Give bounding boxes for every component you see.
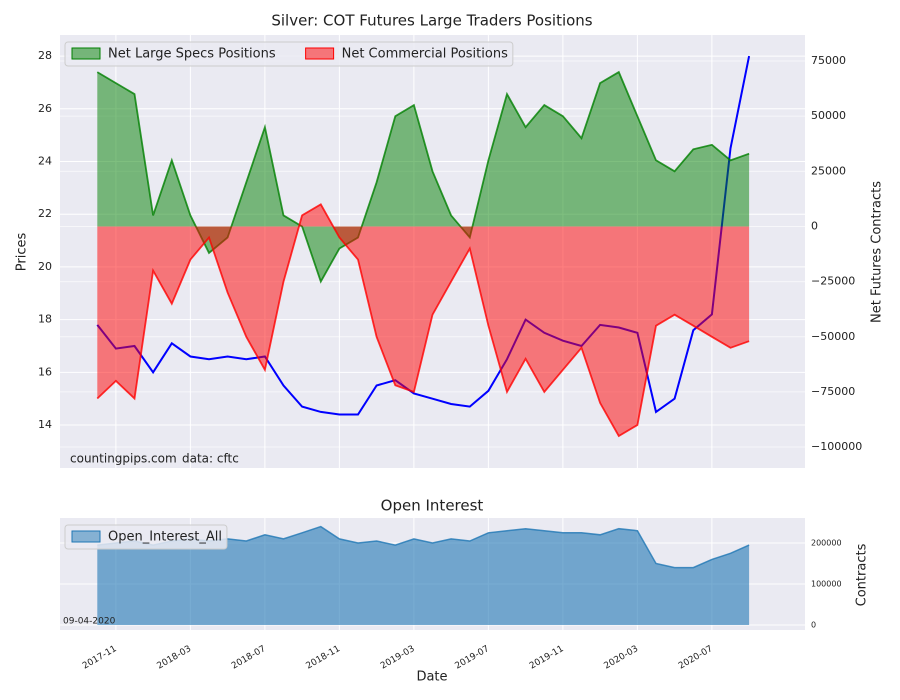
legend-label: Net Commercial Positions [342, 47, 508, 62]
y-tick-label: 26 [38, 102, 52, 115]
x-tick-label: 2019-03 [379, 644, 417, 671]
y2-tick-label: −25000 [811, 275, 855, 288]
y-tick-label: 200000 [811, 539, 842, 548]
annotation: data: cftc [182, 452, 239, 466]
x-tick-label: 2020-07 [677, 644, 715, 671]
y-tick-label: 28 [38, 49, 52, 62]
legend-box [64, 41, 514, 67]
y2-tick-label: 50000 [811, 109, 846, 122]
y-axis-label: Contracts [855, 543, 870, 606]
x-tick-label: 2020-03 [603, 644, 641, 671]
legend-swatch [71, 530, 101, 543]
y-tick-label: 22 [38, 207, 52, 220]
legend-swatch [305, 47, 335, 60]
y2-tick-label: 25000 [811, 164, 846, 177]
area-edge [96, 70, 750, 284]
y2-tick-label: −100000 [811, 440, 862, 453]
x-tick-label: 2018-03 [156, 644, 194, 671]
legend: Open_Interest_All [64, 524, 228, 550]
legend-swatch [71, 47, 101, 60]
y2-axis-label: Net Futures Contracts [870, 181, 885, 323]
y-tick-label: 16 [38, 365, 52, 378]
y-axis-label: Prices [15, 233, 30, 272]
y-tick-label: 20 [38, 260, 52, 273]
x-tick-label: 2019-11 [528, 644, 566, 671]
legend-label: Open_Interest_All [108, 530, 222, 545]
y-tick-label: 0 [811, 620, 816, 629]
y2-tick-label: 0 [811, 219, 818, 232]
legend-box [64, 524, 228, 550]
annotation: countingpips.com [70, 452, 177, 466]
y-tick-label: 24 [38, 155, 52, 168]
x-tick-label: 2017-11 [81, 644, 119, 671]
x-tick-label: 2018-07 [230, 644, 268, 671]
chart-title: Open Interest [381, 497, 484, 515]
x-tick-label: 2018-11 [305, 644, 343, 671]
chart-title: Silver: COT Futures Large Traders Positi… [271, 12, 592, 30]
area [97, 204, 750, 436]
legend: Net Large Specs Positions Net Commercial … [64, 41, 514, 67]
y-tick-label: 100000 [811, 580, 842, 589]
y-tick-label: 14 [38, 418, 52, 431]
x-tick-label: 2019-07 [454, 644, 492, 671]
y2-tick-label: −75000 [811, 385, 855, 398]
y2-tick-label: 75000 [811, 54, 846, 67]
legend-label: Net Large Specs Positions [108, 47, 276, 62]
area-edge [96, 203, 750, 438]
y-tick-label: 18 [38, 313, 52, 326]
x-axis-label: Date [416, 670, 447, 685]
marks [96, 55, 751, 625]
area [97, 526, 750, 625]
y2-tick-label: −50000 [811, 330, 855, 343]
annotation: 09-04-2020 [63, 617, 116, 627]
